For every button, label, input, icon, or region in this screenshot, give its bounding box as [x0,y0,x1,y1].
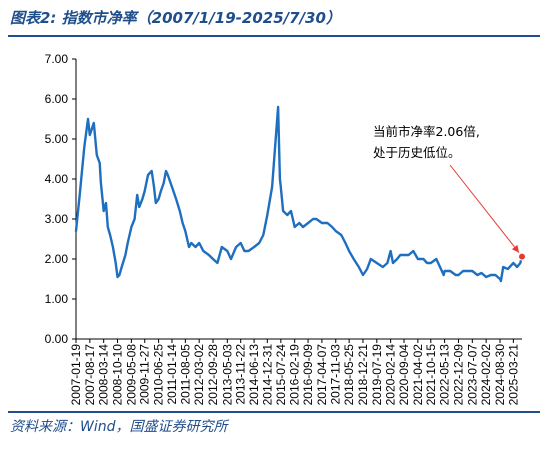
x-tick-label: 2018-12-21 [356,344,370,406]
x-tick-label: 2013-11-22 [234,344,248,405]
x-tick-label: 2009-11-27 [138,344,152,405]
x-tick-label: 2025-03-21 [506,344,520,406]
x-tick-label: 2024-02-02 [479,344,493,406]
x-axis: 2007-01-19 2007-08-17 2008-03-14 2008-10-10… [69,338,522,406]
x-tick-label: 2015-07-24 [274,344,288,406]
x-tick-label: 2021-04-02 [411,344,425,406]
x-tick-label: 2017-11-03 [329,344,343,405]
y-tick-label: 1.00 [45,292,69,306]
y-tick-label: 6.00 [45,92,69,106]
x-tick-label: 2019-07-19 [370,344,384,406]
x-tick-label: 2021-10-15 [424,344,438,406]
x-tick-label: 2023-07-07 [465,344,479,406]
x-tick-label: 2020-09-04 [397,344,411,406]
pb-series-line [74,105,524,283]
y-tick-label: 5.00 [45,132,69,146]
x-tick-label: 2008-10-10 [111,344,125,406]
pb-ratio-chart: 0.00 1.00 2.00 3.00 4.00 5.00 6.00 7.00 2007-01… [45,52,526,406]
annotation-arrow-line [449,164,520,253]
x-tick-label: 2012-09-28 [206,344,220,406]
x-tick-label: 2020-02-14 [384,344,398,406]
x-tick-label: 2011-01-14 [165,344,179,405]
annotation-text: 当前市净率2.06倍, [373,124,480,139]
x-tick-label: 2022-05-13 [438,344,452,406]
series-layer [74,105,524,283]
x-tick-label: 2024-08-30 [493,344,507,406]
current-value-marker [518,252,526,261]
y-tick-label: 4.00 [45,172,69,186]
x-tick-label: 2011-08-05 [178,344,192,405]
x-tick-label: 2009-05-08 [124,344,138,406]
x-tick-label: 2012-03-02 [192,344,206,406]
y-axis: 0.00 1.00 2.00 3.00 4.00 5.00 6.00 7.00 [45,52,77,346]
footer-rule [8,411,540,413]
y-tick-label: 7.00 [45,52,69,66]
x-tick-label: 2014-12-31 [260,344,274,406]
y-tick-label: 3.00 [45,212,69,226]
x-tick-label: 2017-04-07 [315,344,329,406]
x-tick-label: 2016-09-09 [301,344,315,406]
x-tick-label: 2018-05-25 [342,344,356,406]
header-rule [8,35,540,37]
chart-title: 图表2: 指数市净率（2007/1/19-2025/7/30） [10,9,341,27]
annotation-arrow-head [511,244,519,253]
x-tick-label: 2013-05-03 [220,344,234,406]
x-tick-label: 2007-08-17 [83,344,97,406]
annotation-text: 处于历史低位。 [373,145,461,160]
x-tick-label: 2016-02-19 [288,344,302,406]
x-tick-label: 2008-03-14 [97,344,111,406]
x-tick-label: 2010-06-25 [152,344,166,406]
y-tick-label: 0.00 [45,332,69,346]
source-note: 资料来源：Wind，国盛证券研究所 [10,419,228,435]
y-tick-label: 2.00 [45,252,69,266]
x-tick-label: 2022-12-09 [451,344,465,406]
x-tick-label: 2007-01-19 [69,344,83,406]
x-tick-label: 2014-06-13 [247,344,261,406]
annotation-layer: 当前市净率2.06倍, 处于历史低位。 [373,124,526,261]
